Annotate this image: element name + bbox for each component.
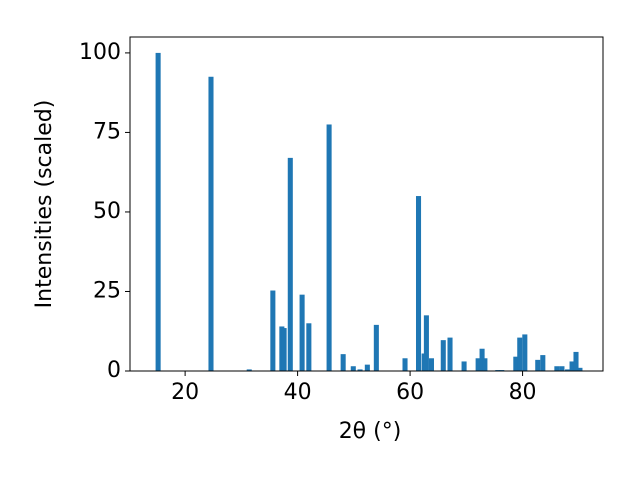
bar bbox=[340, 354, 346, 371]
bar bbox=[513, 356, 519, 371]
y-tick-label: 0 bbox=[107, 358, 121, 383]
x-axis-label: 2θ (°) bbox=[339, 419, 402, 444]
bar bbox=[577, 367, 583, 371]
bar bbox=[326, 124, 332, 371]
bar bbox=[540, 355, 546, 371]
bar bbox=[535, 359, 541, 371]
bar bbox=[461, 361, 467, 371]
y-tick-label: 25 bbox=[93, 278, 121, 303]
bar bbox=[350, 366, 356, 371]
bar bbox=[364, 364, 370, 371]
bar bbox=[246, 369, 252, 371]
bar bbox=[281, 328, 287, 371]
y-tick-label: 50 bbox=[93, 199, 121, 224]
bar bbox=[155, 52, 161, 372]
bar bbox=[559, 366, 565, 371]
bar bbox=[479, 348, 485, 371]
bar bbox=[428, 358, 434, 371]
bar bbox=[522, 334, 528, 371]
bar bbox=[270, 290, 276, 371]
bar bbox=[447, 337, 453, 371]
bar bbox=[415, 196, 422, 371]
y-tick-label: 100 bbox=[79, 40, 121, 65]
bar bbox=[573, 351, 579, 371]
y-tick-label: 75 bbox=[93, 119, 121, 144]
bar bbox=[565, 369, 571, 371]
bar bbox=[306, 323, 312, 371]
x-tick-label: 40 bbox=[284, 380, 312, 405]
bar bbox=[299, 294, 305, 371]
bar bbox=[517, 337, 523, 371]
bar bbox=[287, 157, 293, 371]
bar bbox=[402, 358, 408, 371]
bar bbox=[482, 358, 488, 371]
x-tick-label: 20 bbox=[171, 380, 199, 405]
bar bbox=[373, 324, 379, 371]
x-tick-label: 60 bbox=[396, 380, 424, 405]
bar bbox=[357, 369, 363, 371]
bar bbox=[569, 361, 575, 371]
bar bbox=[554, 366, 560, 371]
y-axis-label: Intensities (scaled) bbox=[32, 100, 57, 309]
plot-frame bbox=[129, 36, 604, 372]
bar bbox=[208, 76, 214, 371]
bar bbox=[475, 358, 481, 371]
bar bbox=[440, 340, 446, 371]
bar bbox=[423, 315, 429, 371]
x-tick-label: 80 bbox=[509, 380, 537, 405]
